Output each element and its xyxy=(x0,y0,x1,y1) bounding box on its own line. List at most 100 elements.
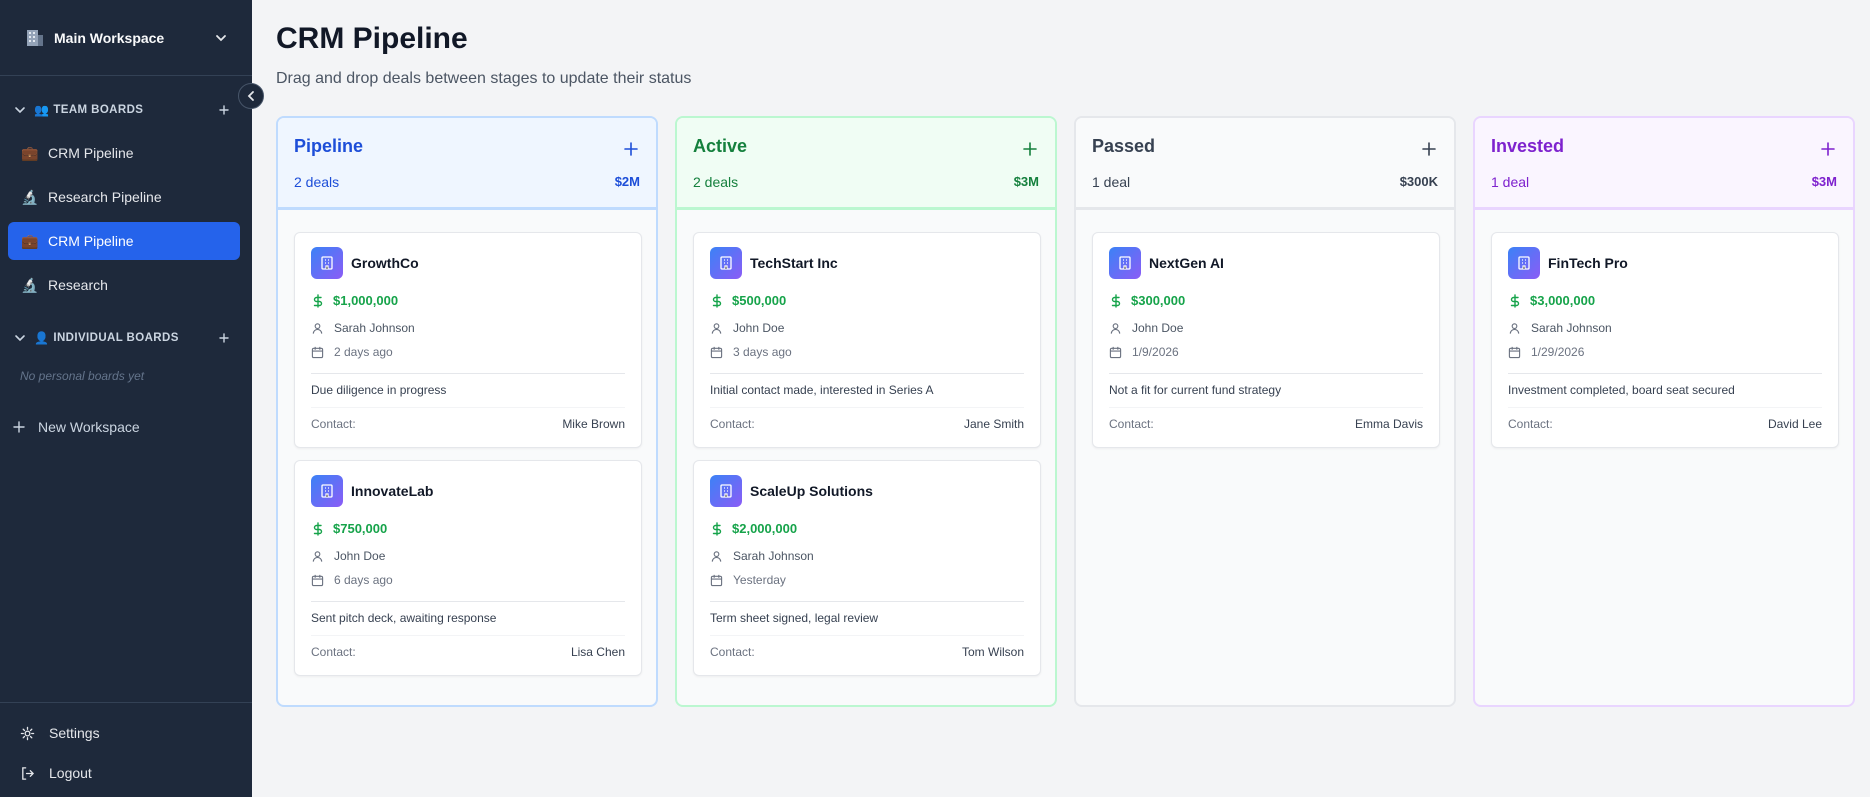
column-title: Pipeline xyxy=(294,136,364,156)
deal-owner-row: John Doe xyxy=(311,549,385,563)
deal-count: 2 deals xyxy=(294,174,340,190)
settings-button[interactable]: Settings xyxy=(20,721,100,745)
deal-owner-row: Sarah Johnson xyxy=(710,549,814,563)
microscope-icon: 🔬 xyxy=(21,188,39,205)
deal-owner: John Doe xyxy=(334,549,386,563)
deal-note: Due diligence in progress xyxy=(311,383,447,397)
team-boards-section[interactable]: 👥 TEAM BOARDS xyxy=(0,98,252,122)
contact-label: Contact: xyxy=(1109,417,1154,431)
column-title: Active xyxy=(693,136,748,156)
column-invested[interactable]: Invested 1 deal $3M FinTech Pro $3,000,000 Sa… xyxy=(1473,116,1855,707)
chevron-down-icon[interactable] xyxy=(14,332,26,344)
deal-date-row: 3 days ago xyxy=(710,345,792,359)
calendar-icon xyxy=(1109,346,1122,358)
column-total: $2M xyxy=(614,174,640,189)
sidebar-item-label: Research Pipeline xyxy=(48,189,162,205)
contact-label: Contact: xyxy=(1508,417,1553,431)
individual-boards-section[interactable]: 👤 INDIVIDUAL BOARDS xyxy=(0,326,252,350)
company-icon xyxy=(710,475,742,507)
sidebar-item-research-pipeline[interactable]: 🔬 Research Pipeline xyxy=(8,178,240,216)
person-icon: 👤 xyxy=(34,331,50,345)
sidebar: Main Workspace 👥 TEAM BOARDS 💼 CRM Pipel… xyxy=(0,0,252,797)
sidebar-item-crm-pipeline[interactable]: 💼 CRM Pipeline xyxy=(8,134,240,172)
deal-date: 3 days ago xyxy=(733,345,792,359)
collapse-sidebar-button[interactable] xyxy=(238,83,264,109)
contact-label: Contact: xyxy=(311,417,356,431)
deal-card[interactable]: NextGen AI $300,000 John Doe 1/9/2026 Not a … xyxy=(1092,232,1440,448)
add-team-board-icon[interactable] xyxy=(218,104,230,116)
new-workspace-button[interactable]: New Workspace xyxy=(12,414,140,440)
page-subtitle: Drag and drop deals between stages to up… xyxy=(276,70,692,87)
user-icon xyxy=(711,322,722,334)
user-icon xyxy=(312,550,323,562)
column-header: Invested 1 deal $3M xyxy=(1475,118,1853,210)
deal-date-row: 2 days ago xyxy=(311,345,393,359)
sidebar-item-research[interactable]: 🔬 Research xyxy=(8,266,240,304)
deal-amount: $300,000 xyxy=(1131,293,1186,308)
sidebar-item-label: CRM Pipeline xyxy=(48,233,134,249)
briefcase-icon: 💼 xyxy=(21,232,39,249)
deal-amount-row: $300,000 xyxy=(1109,293,1185,308)
deal-card[interactable]: TechStart Inc $500,000 John Doe 3 days ago I… xyxy=(693,232,1041,448)
column-header: Pipeline 2 deals $2M xyxy=(278,118,656,210)
dollar-icon xyxy=(1111,293,1121,308)
divider xyxy=(710,407,1024,408)
section-label: INDIVIDUAL BOARDS xyxy=(53,332,179,344)
deal-card[interactable]: GrowthCo $1,000,000 Sarah Johnson 2 days ag… xyxy=(294,232,642,448)
column-pipeline[interactable]: Pipeline 2 deals $2M GrowthCo $1,000,000 Sara… xyxy=(276,116,658,707)
user-icon xyxy=(1509,322,1520,334)
company-icon xyxy=(311,247,343,279)
add-deal-icon[interactable] xyxy=(1021,140,1039,158)
main-content: CRM Pipeline Drag and drop deals between… xyxy=(252,0,1870,797)
deal-date: 6 days ago xyxy=(334,573,393,587)
page-title: CRM Pipeline xyxy=(276,22,468,55)
deal-card[interactable]: InnovateLab $750,000 John Doe 6 days ago Sen… xyxy=(294,460,642,676)
column-active[interactable]: Active 2 deals $3M TechStart Inc $500,000 Joh… xyxy=(675,116,1057,707)
add-deal-icon[interactable] xyxy=(1420,140,1438,158)
divider xyxy=(311,407,625,408)
deal-note: Term sheet signed, legal review xyxy=(710,611,879,625)
settings-label: Settings xyxy=(49,725,100,741)
deal-card[interactable]: FinTech Pro $3,000,000 Sarah Johnson 1/29/2… xyxy=(1491,232,1839,448)
user-icon xyxy=(711,550,722,562)
dollar-icon xyxy=(313,293,323,308)
column-header: Active 2 deals $3M xyxy=(677,118,1055,210)
divider xyxy=(311,373,625,374)
deal-amount-row: $500,000 xyxy=(710,293,786,308)
deal-owner: Sarah Johnson xyxy=(1531,321,1612,335)
deal-card[interactable]: ScaleUp Solutions $2,000,000 Sarah Johnson… xyxy=(693,460,1041,676)
deal-date: 1/29/2026 xyxy=(1531,345,1585,359)
contact-name: Tom Wilson xyxy=(961,645,1024,659)
deal-count: 1 deal xyxy=(1491,174,1530,190)
deal-date-row: 1/9/2026 xyxy=(1109,345,1179,359)
deal-owner-row: Sarah Johnson xyxy=(1508,321,1612,335)
calendar-icon xyxy=(710,346,723,358)
calendar-icon xyxy=(311,574,324,586)
sidebar-item-crm-pipeline-active[interactable]: 💼 CRM Pipeline xyxy=(8,222,240,260)
contact-name: Lisa Chen xyxy=(570,645,625,659)
deal-amount: $3,000,000 xyxy=(1530,293,1596,308)
dollar-icon xyxy=(712,521,722,536)
deal-owner: John Doe xyxy=(1132,321,1184,335)
gear-icon xyxy=(20,726,35,740)
divider xyxy=(1508,407,1822,408)
workspace-switcher[interactable]: Main Workspace xyxy=(0,0,252,76)
chevron-down-icon[interactable] xyxy=(214,31,228,45)
chevron-down-icon[interactable] xyxy=(14,104,26,116)
company-name: GrowthCo xyxy=(351,255,419,271)
logout-button[interactable]: Logout xyxy=(20,761,92,785)
add-deal-icon[interactable] xyxy=(622,140,640,158)
divider xyxy=(710,601,1024,602)
company-name: ScaleUp Solutions xyxy=(750,483,873,499)
section-label: TEAM BOARDS xyxy=(53,104,144,116)
company-icon xyxy=(1109,247,1141,279)
sidebar-item-label: Research xyxy=(48,277,108,293)
column-passed[interactable]: Passed 1 deal $300K NextGen AI $300,000 John … xyxy=(1074,116,1456,707)
sidebar-footer: Settings Logout xyxy=(0,702,252,781)
sidebar-item-label: CRM Pipeline xyxy=(48,145,134,161)
column-total: $3M xyxy=(1013,174,1039,189)
add-deal-icon[interactable] xyxy=(1819,140,1837,158)
deal-date: 2 days ago xyxy=(334,345,393,359)
add-individual-board-icon[interactable] xyxy=(218,332,230,344)
contact-name: Emma Davis xyxy=(1354,417,1423,431)
